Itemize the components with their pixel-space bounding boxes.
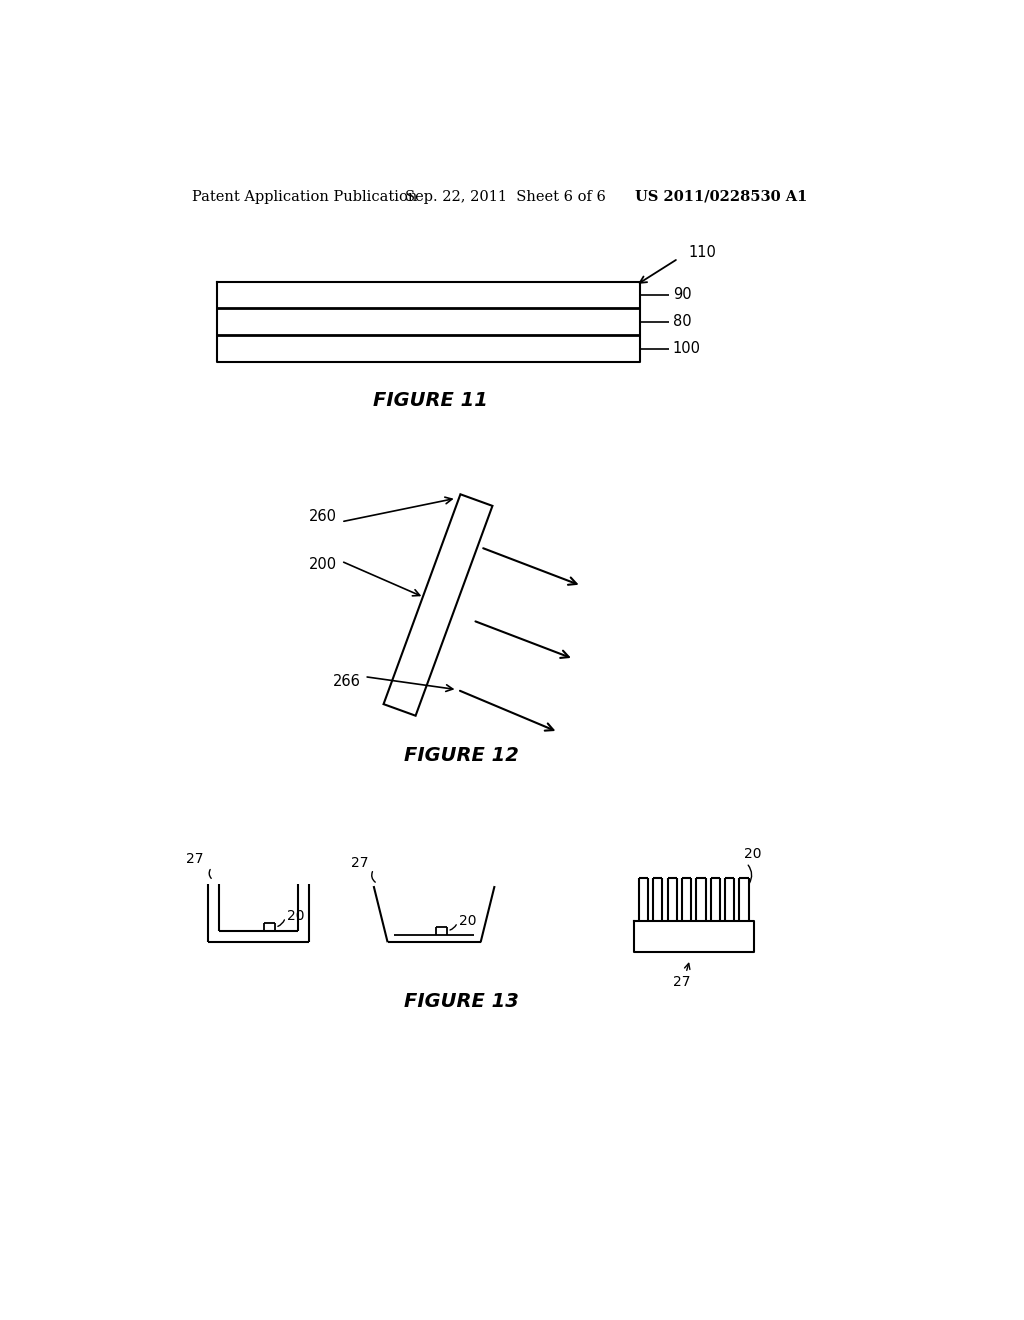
Text: 27: 27 [186, 853, 204, 866]
Text: FIGURE 11: FIGURE 11 [373, 392, 487, 411]
Text: US 2011/0228530 A1: US 2011/0228530 A1 [635, 190, 807, 203]
Text: Sep. 22, 2011  Sheet 6 of 6: Sep. 22, 2011 Sheet 6 of 6 [406, 190, 606, 203]
Text: 90: 90 [673, 288, 691, 302]
Text: 27: 27 [674, 975, 691, 989]
Text: 110: 110 [688, 244, 716, 260]
Text: 260: 260 [309, 510, 337, 524]
Text: 100: 100 [673, 341, 700, 356]
Text: 20: 20 [744, 846, 762, 861]
Text: FIGURE 12: FIGURE 12 [403, 746, 519, 764]
Text: FIGURE 13: FIGURE 13 [403, 993, 519, 1011]
Text: Patent Application Publication: Patent Application Publication [191, 190, 417, 203]
Text: 20: 20 [287, 908, 304, 923]
Text: 266: 266 [333, 675, 360, 689]
Text: 200: 200 [309, 557, 337, 573]
Text: 80: 80 [673, 314, 691, 329]
Text: 27: 27 [351, 855, 369, 870]
Text: 20: 20 [459, 913, 476, 928]
